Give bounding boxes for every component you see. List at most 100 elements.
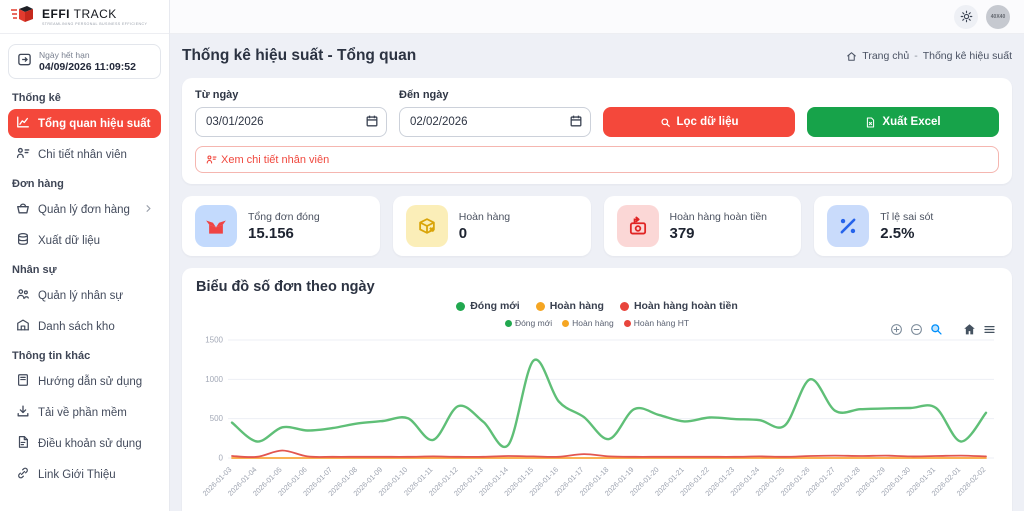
stat-icon-wrap: [616, 205, 659, 247]
sidebar-item-referral-link[interactable]: Link Giới Thiệu: [8, 460, 161, 489]
filter-card: Từ ngày Đến ngày: [182, 78, 1012, 184]
detail-button-label: Xem chi tiết nhân viên: [221, 153, 330, 166]
legend-item-returns[interactable]: Hoàn hàng: [535, 300, 604, 312]
zoom-in-icon[interactable]: [890, 323, 903, 336]
stat-value: 379: [669, 224, 695, 242]
brand-tagline: STREAMLINING PERSONAL BUSINESS EFFICIENC…: [42, 22, 148, 26]
sidebar-nav: Thống kê Tổng quan hiệu suất Chi tiết nh…: [0, 81, 169, 493]
to-date-input[interactable]: [399, 107, 591, 137]
legend-sm-item-refund-returns[interactable]: Hoàn hàng HT: [623, 318, 690, 328]
stat-label: Hoàn hàng hoàn tiền: [669, 210, 768, 223]
breadcrumb-separator: -: [914, 50, 918, 62]
warehouse-icon: [16, 318, 30, 335]
stat-card-error-rate: Tỉ lệ sai sót 2.5%: [814, 196, 1012, 256]
legend-item-refund-returns[interactable]: Hoàn hàng hoàn tiền: [619, 300, 738, 312]
brand-name-light: TRACK: [73, 7, 117, 21]
basket-icon: [16, 201, 30, 218]
box-return-icon: [416, 215, 438, 237]
sidebar-item-performance-overview[interactable]: Tổng quan hiệu suất: [8, 109, 161, 138]
orders-chart-card: Biểu đồ số đơn theo ngày Đóng mới Hoàn h…: [182, 268, 1012, 511]
user-detail-icon: [206, 154, 217, 165]
svg-text:500: 500: [210, 414, 224, 423]
zoom-out-icon[interactable]: [910, 323, 923, 336]
stat-label: Tỉ lệ sai sót: [880, 210, 934, 223]
percent-icon: [837, 215, 859, 237]
from-date-label: Từ ngày: [195, 89, 239, 101]
sidebar-item-user-guide[interactable]: Hướng dẫn sử dụng: [8, 367, 161, 396]
page-content: Thống kê hiệu suất - Tổng quan Trang chủ…: [170, 34, 1024, 511]
sidebar-item-download-software[interactable]: Tải về phần mềm: [8, 398, 161, 427]
database-icon: [16, 232, 30, 249]
user-detail-icon: [16, 146, 30, 163]
chart-title: Biểu đồ số đơn theo ngày: [196, 279, 375, 295]
line-chart-icon: [16, 115, 30, 132]
breadcrumb: Trang chủ - Thống kê hiệu suất: [846, 50, 1012, 62]
nav-section-other-info: Thông tin khác: [12, 350, 91, 362]
open-box-icon: [205, 215, 227, 237]
legend-sm-item-returns[interactable]: Hoàn hàng: [562, 318, 614, 328]
topbar: 40X40: [170, 0, 1024, 34]
breadcrumb-home[interactable]: Trang chủ: [862, 50, 910, 62]
legend-label: Hoàn hàng HT: [633, 318, 690, 328]
brand-text: EFFI TRACK STREAMLINING PERSONAL BUSINES…: [42, 7, 147, 26]
chart-legend: Đóng mới Hoàn hàng Hoàn hàng hoàn tiền: [196, 300, 998, 312]
sidebar-item-label: Danh sách kho: [38, 320, 115, 333]
breadcrumb-current: Thống kê hiệu suất: [922, 50, 1012, 62]
from-date-input[interactable]: [195, 107, 387, 137]
book-icon: [16, 373, 30, 390]
from-date-field: Từ ngày: [195, 89, 387, 137]
page-title: Thống kê hiệu suất - Tổng quan: [182, 47, 417, 64]
legend-item-new-orders[interactable]: Đóng mới: [456, 300, 520, 312]
license-expiry-card: Ngày hết hạn 04/09/2026 11:09:52: [8, 44, 161, 79]
stat-card-total-orders: Tổng đơn đóng 15.156: [182, 196, 380, 256]
filter-button-label: Lọc dữ liệu: [676, 116, 739, 128]
sidebar-item-label: Chi tiết nhân viên: [38, 148, 127, 161]
legend-label: Hoàn hàng: [549, 300, 604, 312]
export-excel-button[interactable]: Xuất Excel: [807, 107, 999, 137]
home-icon: [846, 51, 857, 62]
legend-label: Hoàn hàng: [572, 318, 614, 328]
users-icon: [16, 287, 30, 304]
brand-logo[interactable]: EFFI TRACK STREAMLINING PERSONAL BUSINES…: [0, 0, 169, 34]
chart-plot-area[interactable]: 0 500 1000 1500 2026-01-03 2026-01-04 2026-01-…: [196, 332, 998, 511]
nav-section-hr: Nhân sự: [12, 264, 57, 276]
to-date-label: Đến ngày: [399, 89, 449, 101]
sidebar-item-terms-of-use[interactable]: Điều khoản sử dụng: [8, 429, 161, 458]
legend-dot: [562, 319, 570, 327]
settings-button[interactable]: [954, 4, 978, 29]
chart-legend-small: Đóng mới Hoàn hàng Hoàn hàng HT: [196, 316, 998, 330]
stat-card-returns: Hoàn hàng 0: [392, 196, 591, 256]
sidebar-item-label: Xuất dữ liệu: [38, 234, 101, 247]
user-avatar[interactable]: 40X40: [986, 4, 1010, 29]
legend-dot: [456, 301, 466, 311]
chart-menu-icon[interactable]: [983, 323, 996, 336]
stat-value: 2.5%: [880, 224, 915, 242]
reset-home-icon[interactable]: [963, 323, 976, 336]
money-refund-icon: [627, 215, 649, 237]
legend-dot: [623, 319, 631, 327]
sidebar-item-label: Điều khoản sử dụng: [38, 437, 142, 450]
filter-data-button[interactable]: Lọc dữ liệu: [603, 107, 795, 137]
sidebar-item-employee-detail[interactable]: Chi tiết nhân viên: [8, 140, 161, 169]
legend-dot: [619, 301, 629, 311]
sidebar-item-hr-management[interactable]: Quản lý nhân sự: [8, 281, 161, 310]
legend-dot: [504, 319, 512, 327]
selection-zoom-icon[interactable]: [930, 323, 943, 336]
legend-sm-item-new-orders[interactable]: Đóng mới: [504, 318, 552, 328]
view-employee-detail-button[interactable]: Xem chi tiết nhân viên: [195, 146, 999, 173]
sidebar-item-export-data[interactable]: Xuất dữ liệu: [8, 226, 161, 255]
stat-value: 15.156: [248, 224, 294, 242]
nav-section-orders: Đơn hàng: [12, 178, 64, 190]
excel-file-icon: [865, 117, 876, 128]
sidebar-item-label: Link Giới Thiệu: [38, 468, 116, 481]
sidebar-item-warehouse-list[interactable]: Danh sách kho: [8, 312, 161, 341]
sidebar-item-order-management[interactable]: Quản lý đơn hàng: [8, 195, 161, 224]
stat-card-refund-returns: Hoàn hàng hoàn tiền 379: [603, 196, 802, 256]
stat-icon-wrap: [827, 205, 870, 247]
legend-label: Đóng mới: [470, 300, 520, 312]
download-icon: [16, 404, 30, 421]
sidebar-item-label: Tổng quan hiệu suất: [38, 117, 151, 130]
legend-label: Hoàn hàng hoàn tiền: [633, 300, 738, 312]
stats-row: Tổng đơn đóng 15.156 Ho: [182, 196, 1012, 256]
expiry-value: 04/09/2026 11:09:52: [39, 61, 136, 73]
